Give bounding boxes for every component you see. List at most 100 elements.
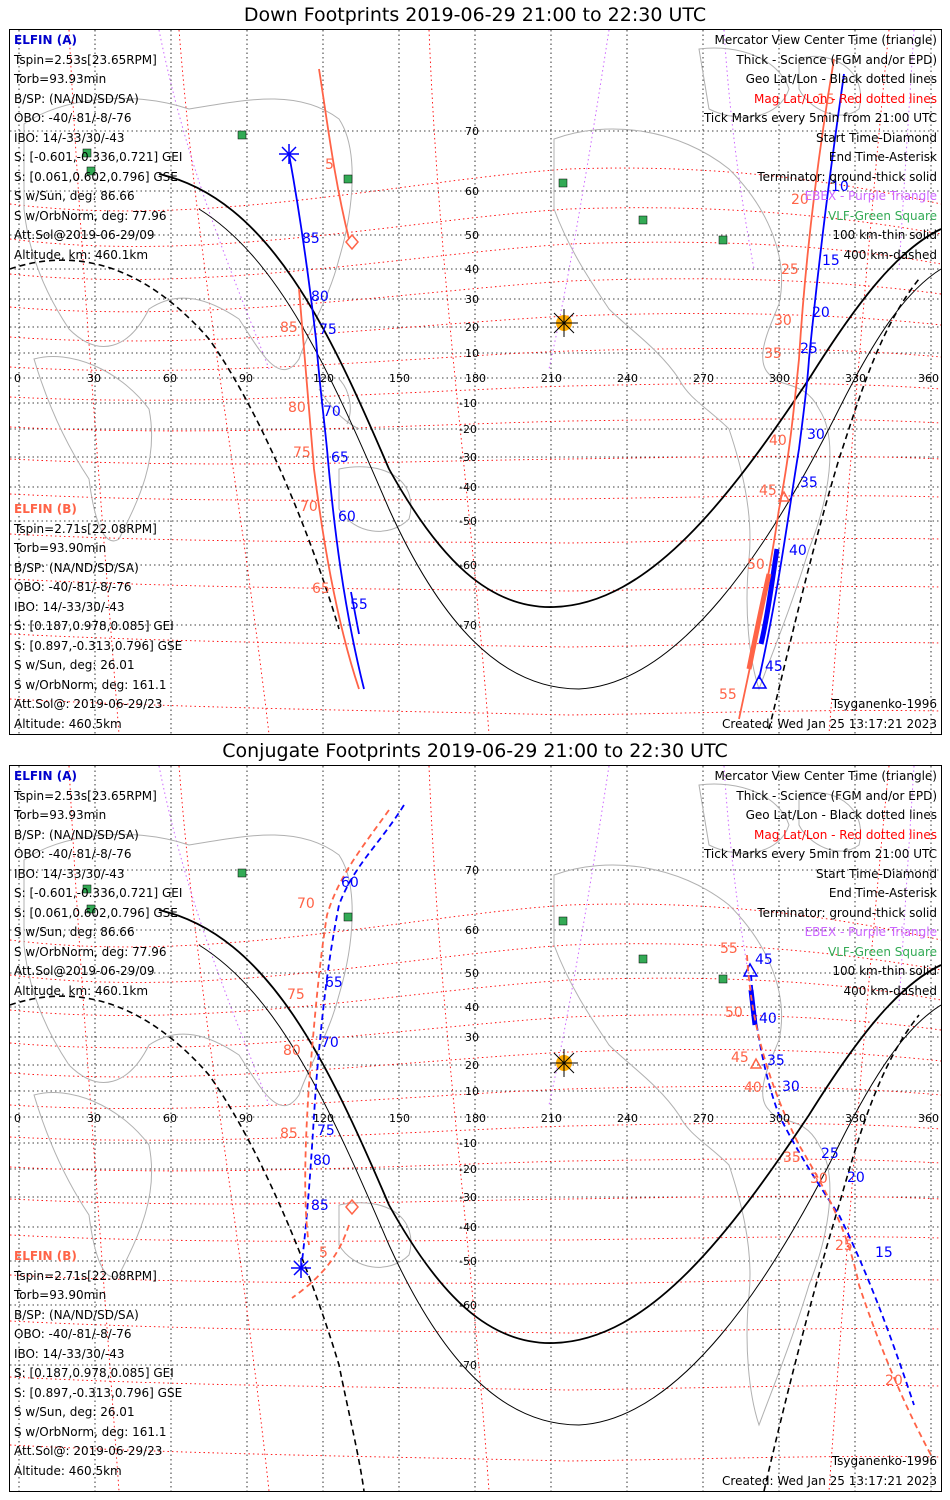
- svg-text:70: 70: [465, 864, 479, 877]
- elfin-b-line: S: [0.897,-0.313,0.796] GSE: [14, 1385, 183, 1400]
- svg-text:25: 25: [821, 1146, 839, 1162]
- elfin-a-line: S: [0.061,0.602,0.796] GSE: [14, 169, 178, 184]
- svg-text:-10: -10: [459, 397, 477, 410]
- svg-text:-60: -60: [459, 559, 477, 572]
- svg-text:75: 75: [287, 987, 305, 1003]
- svg-text:20: 20: [465, 1059, 479, 1072]
- map-legend: Mercator View Center Time (triangle) Thi…: [704, 767, 937, 1001]
- svg-text:75: 75: [317, 1123, 335, 1139]
- svg-text:25: 25: [835, 1238, 853, 1254]
- svg-text:85: 85: [311, 1198, 329, 1214]
- elfin-b-line: Att.Sol@: 2019-06-29/23: [14, 1444, 163, 1458]
- elfin-b-track: [291, 809, 932, 1456]
- svg-text:75: 75: [319, 322, 337, 338]
- svg-text:50: 50: [747, 557, 765, 573]
- elfin-a-tick-labels: 60 65 70 75 80 85 45 40 35 30 25 20 15: [311, 875, 893, 1261]
- coastlines: [23, 783, 862, 1427]
- elfin-b-line: S w/Sun, deg: 26.01: [14, 658, 135, 672]
- elfin-a-line: S: [-0.601,-0.336,0.721] GEI: [14, 150, 183, 164]
- plot-footer: Tsyganenko-1996 Created: Wed Jan 25 13:1…: [722, 1451, 937, 1491]
- elfin-a-line: IBO: 14/-33/30/-43: [14, 866, 125, 881]
- svg-text:5: 5: [319, 1245, 328, 1261]
- svg-text:60: 60: [465, 924, 479, 937]
- elfin-a-line: S w/Sun, deg: 86.66: [14, 189, 135, 203]
- elfin-b-line: Att.Sol@: 2019-06-29/23: [14, 697, 163, 711]
- svg-text:80: 80: [283, 1043, 301, 1059]
- svg-text:70: 70: [323, 404, 341, 420]
- elfin-b-info: ELFIN (B) Tspin=2.71s[22.08RPM] Torb=93.…: [14, 1247, 182, 1481]
- svg-text:360: 360: [918, 372, 939, 385]
- svg-text:-20: -20: [459, 1163, 477, 1176]
- svg-text:180: 180: [465, 1112, 486, 1125]
- legend-item: Start Time-Diamond: [815, 866, 937, 881]
- elfin-b-line: Altitude: 460.5km: [14, 1463, 122, 1478]
- svg-text:80: 80: [313, 1153, 331, 1169]
- legend-item: EBEX - Purple Triangle: [804, 925, 937, 939]
- svg-text:10: 10: [465, 347, 479, 360]
- elfin-a-line: S w/Sun, deg: 86.66: [14, 925, 135, 939]
- svg-text:65: 65: [312, 581, 330, 597]
- legend-item: Geo Lat/Lon - Black dotted lines: [745, 808, 937, 822]
- mag-grid: [9, 29, 942, 735]
- svg-text:90: 90: [239, 372, 253, 385]
- elfin-a-line: Att.Sol@2019-06-29/09: [14, 228, 155, 242]
- svg-text:70: 70: [465, 125, 479, 138]
- elfin-b-tick-labels: 5 15 20 25 30 35 40 45 50 55 85 80 75 70…: [280, 92, 835, 703]
- legend-item: Mercator View Center Time (triangle): [714, 33, 937, 47]
- svg-text:-10: -10: [459, 1137, 477, 1150]
- map-frame: [9, 29, 942, 735]
- elfin-b-line: B/SP: (NA/ND/SD/SA): [14, 1307, 139, 1322]
- svg-text:40: 40: [759, 1011, 777, 1027]
- elfin-a-header: ELFIN (A): [14, 769, 77, 783]
- legend-item: Tick Marks every 5min from 21:00 UTC: [703, 847, 937, 861]
- elfin-b-line: OBO: -40/-81/-8/-76: [14, 580, 132, 594]
- svg-text:70: 70: [300, 499, 318, 515]
- svg-text:40: 40: [465, 263, 479, 276]
- start-diamond: [345, 1198, 359, 1216]
- elfin-a-line: Altitude, km: 460.1km: [14, 247, 149, 262]
- map-svg-down: 0 30 60 90 120 150 180 210 240 270 300 3…: [9, 29, 942, 735]
- svg-text:240: 240: [617, 372, 638, 385]
- legend-item: Tick Marks every 5min from 21:00 UTC: [703, 111, 937, 125]
- ebex-curves: [158, 765, 915, 1106]
- svg-text:-40: -40: [459, 1221, 477, 1234]
- svg-text:45: 45: [731, 1050, 749, 1066]
- svg-text:80: 80: [288, 400, 306, 416]
- svg-text:120: 120: [313, 372, 334, 385]
- legend-item: Mag Lat/Lon - Red dotted lines: [753, 827, 937, 842]
- svg-text:40: 40: [465, 1001, 479, 1014]
- svg-text:360: 360: [918, 1112, 939, 1125]
- svg-text:30: 30: [807, 427, 825, 443]
- legend-item: Geo Lat/Lon - Black dotted lines: [745, 72, 937, 86]
- map-panel-down: 0 30 60 90 120 150 180 210 240 270 300 3…: [9, 29, 942, 735]
- elfin-a-header: ELFIN (A): [14, 33, 77, 47]
- vlf-squares: [82, 868, 728, 984]
- svg-text:55: 55: [720, 941, 738, 957]
- svg-text:40: 40: [789, 543, 807, 559]
- svg-text:300: 300: [769, 1112, 790, 1125]
- svg-text:-60: -60: [459, 1299, 477, 1312]
- svg-text:20: 20: [812, 305, 830, 321]
- legend-item: End Time-Asterisk: [828, 886, 937, 900]
- svg-text:45: 45: [755, 952, 773, 968]
- elfin-a-line: OBO: -40/-81/-8/-76: [14, 847, 132, 861]
- legend-item: Thick - Science (FGM and/or EPD): [736, 788, 937, 803]
- svg-text:70: 70: [321, 1035, 339, 1051]
- svg-text:15: 15: [817, 92, 835, 108]
- center-triangle: [742, 962, 759, 977]
- panel-title-down: Down Footprints 2019-06-29 21:00 to 22:3…: [243, 4, 707, 26]
- svg-text:55: 55: [719, 687, 737, 703]
- svg-text:50: 50: [465, 967, 479, 980]
- svg-text:0: 0: [14, 372, 21, 385]
- svg-text:330: 330: [845, 1112, 866, 1125]
- geo-meridians: [18, 766, 932, 1491]
- svg-text:10: 10: [831, 179, 849, 195]
- plot-footer: Tsyganenko-1996 Created: Wed Jan 25 13:1…: [722, 694, 937, 734]
- svg-text:20: 20: [791, 192, 809, 208]
- svg-text:30: 30: [465, 1031, 479, 1044]
- model-name: Tsyganenko-1996: [831, 697, 937, 711]
- elfin-b-line: Tspin=2.71s[22.08RPM]: [14, 1268, 157, 1283]
- svg-text:-70: -70: [459, 619, 477, 632]
- elfin-b-track: [298, 58, 835, 720]
- created-date: Created: Wed Jan 25 13:17:21 2023: [722, 1474, 937, 1488]
